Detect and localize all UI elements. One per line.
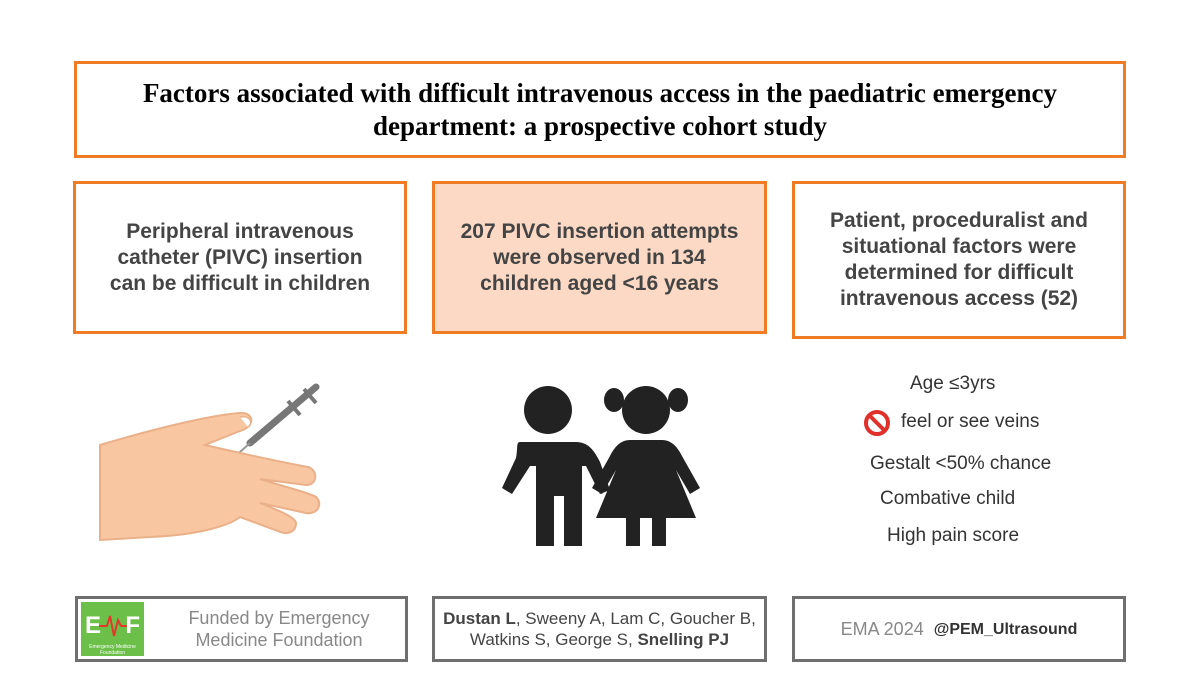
factor: Combative child — [880, 488, 1016, 509]
author-segment: Snelling PJ — [637, 630, 730, 649]
title-box: Factors associated with difficult intrav… — [74, 61, 1126, 158]
panel-text: Patient, proceduralist and situational f… — [830, 209, 1088, 310]
author-segment: , Sweeny A, Lam C, Goucher B, Watkins S,… — [469, 609, 756, 649]
funding-text: Funded by Emergency Medicine Foundation — [188, 608, 370, 650]
logo-caption: Emergency Medicine Foundation — [89, 644, 136, 656]
conference: EMA 2024 — [840, 618, 924, 639]
handle: @PEM_Ultrasound — [933, 620, 1078, 638]
logo-letter: F — [125, 612, 140, 639]
logo-letter: E — [85, 612, 102, 639]
authors: Dustan L, Sweeny A, Lam C, Goucher B, Wa… — [435, 608, 764, 650]
logo: E F Emergency Medicine Foundation — [81, 602, 144, 656]
panel-text: Peripheral intravenous catheter (PIVC) i… — [109, 219, 371, 295]
title: Factors associated with difficult intrav… — [142, 77, 1058, 141]
panel-box: 207 PIVC insertion attempts were observe… — [432, 181, 767, 334]
panel-box: Patient, proceduralist and situational f… — [792, 181, 1126, 339]
panel-box: Peripheral intravenous catheter (PIVC) i… — [73, 181, 407, 334]
funding-box: E F Emergency Medicine Foundation Funded… — [75, 596, 408, 662]
logo-graphic — [99, 615, 127, 637]
author-segment: Dustan L — [443, 609, 516, 628]
prohibited-icon — [864, 410, 890, 436]
conference-box: EMA 2024 @PEM_Ultrasound — [792, 596, 1126, 662]
children-icon — [502, 386, 700, 546]
factor: feel or see veins — [901, 411, 1040, 432]
panel-text: 207 PIVC insertion attempts were observe… — [460, 219, 739, 295]
factor: Age ≤3yrs — [910, 373, 996, 394]
authors-box: Dustan L, Sweeny A, Lam C, Goucher B, Wa… — [432, 596, 767, 662]
factor: Gestalt <50% chance — [870, 453, 1052, 474]
factor: High pain score — [887, 525, 1020, 546]
hand-icon — [99, 383, 321, 542]
